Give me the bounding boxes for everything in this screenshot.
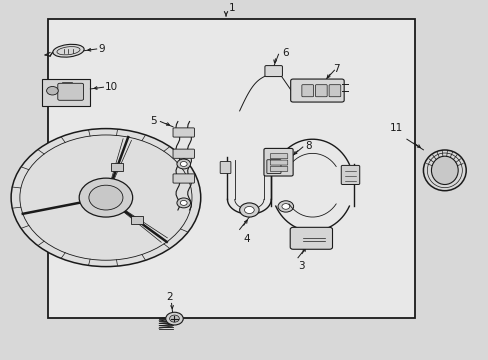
FancyBboxPatch shape [41,80,90,106]
Ellipse shape [53,44,84,57]
FancyBboxPatch shape [58,83,83,100]
Text: 11: 11 [389,123,402,133]
Circle shape [239,203,259,217]
Circle shape [278,201,293,212]
Text: 6: 6 [282,48,288,58]
Text: 5: 5 [150,116,157,126]
FancyBboxPatch shape [315,85,326,97]
FancyBboxPatch shape [289,227,332,249]
FancyBboxPatch shape [290,79,344,102]
Circle shape [89,185,122,210]
Text: 2: 2 [166,292,173,302]
Ellipse shape [430,156,457,185]
FancyBboxPatch shape [270,154,287,159]
FancyBboxPatch shape [173,128,194,137]
FancyBboxPatch shape [301,85,313,97]
Text: 3: 3 [298,261,305,271]
Circle shape [244,206,254,213]
Circle shape [79,178,132,217]
Text: 9: 9 [99,44,105,54]
Circle shape [177,198,190,208]
Circle shape [165,312,183,325]
Ellipse shape [423,150,465,191]
FancyBboxPatch shape [264,66,282,77]
Circle shape [11,129,201,267]
FancyBboxPatch shape [270,160,287,165]
Circle shape [180,162,187,166]
Circle shape [177,159,190,169]
Bar [47,19,414,318]
FancyBboxPatch shape [220,162,230,174]
Circle shape [180,201,187,206]
Text: 7: 7 [332,64,339,74]
Text: 1: 1 [228,3,235,13]
Circle shape [282,204,289,209]
Text: 4: 4 [243,234,250,244]
FancyBboxPatch shape [328,85,340,97]
Text: 10: 10 [105,82,118,92]
Bar [111,163,123,171]
Circle shape [169,315,179,322]
FancyBboxPatch shape [264,148,292,176]
FancyBboxPatch shape [292,94,305,101]
FancyBboxPatch shape [173,149,194,158]
FancyBboxPatch shape [341,165,359,185]
FancyBboxPatch shape [173,174,194,183]
Circle shape [46,86,58,95]
FancyBboxPatch shape [270,166,287,171]
Bar [131,216,142,224]
Text: 8: 8 [304,141,311,151]
FancyBboxPatch shape [266,160,281,174]
